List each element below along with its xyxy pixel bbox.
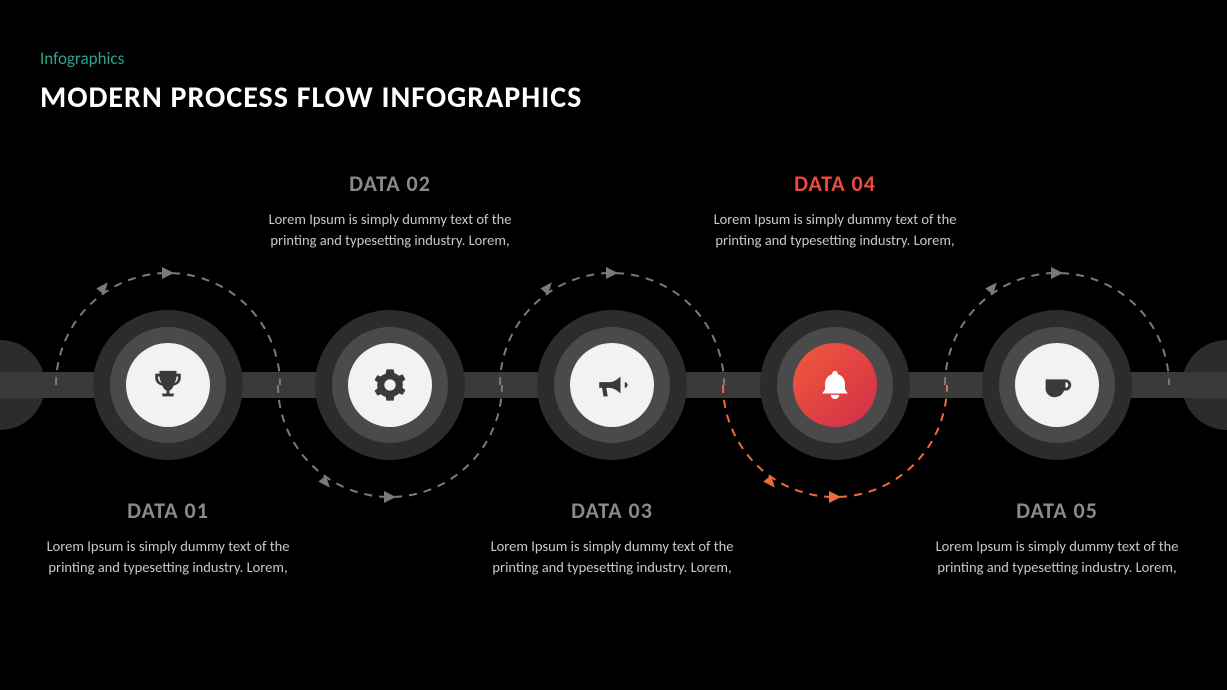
step-body: Lorem Ipsum is simply dummy text of the … (250, 209, 530, 251)
flow-node-inner (777, 327, 893, 443)
flow-node-inner (332, 327, 448, 443)
flow-node-core (1015, 343, 1099, 427)
step-label-05: DATA 05 Lorem Ipsum is simply dummy text … (917, 497, 1197, 578)
step-label-02: DATA 02 Lorem Ipsum is simply dummy text … (250, 170, 530, 251)
step-label-04: DATA 04 Lorem Ipsum is simply dummy text … (695, 170, 975, 251)
flow-node-03 (537, 310, 687, 460)
step-label-03: DATA 03 Lorem Ipsum is simply dummy text … (472, 497, 752, 578)
page-title: MODERN PROCESS FLOW INFOGRAPHICS (40, 79, 582, 116)
trophy-icon (151, 368, 185, 402)
step-body: Lorem Ipsum is simply dummy text of the … (28, 536, 308, 578)
step-body: Lorem Ipsum is simply dummy text of the … (917, 536, 1197, 578)
flow-node-core (348, 343, 432, 427)
flow-node-inner (999, 327, 1115, 443)
flow-node-inner (110, 327, 226, 443)
eyebrow: Infographics (40, 48, 582, 69)
step-title: DATA 03 (472, 497, 752, 524)
step-body: Lorem Ipsum is simply dummy text of the … (695, 209, 975, 251)
flow-node-core (793, 343, 877, 427)
step-title: DATA 01 (28, 497, 308, 524)
flow-node-core (126, 343, 210, 427)
bell-icon (818, 368, 852, 402)
header: Infographics MODERN PROCESS FLOW INFOGRA… (40, 48, 582, 116)
process-flow (0, 310, 1227, 460)
flow-node-inner (554, 327, 670, 443)
step-title: DATA 04 (695, 170, 975, 197)
step-title: DATA 02 (250, 170, 530, 197)
gear-icon (373, 368, 407, 402)
flow-node-04 (760, 310, 910, 460)
step-title: DATA 05 (917, 497, 1197, 524)
flow-node-05 (982, 310, 1132, 460)
cup-icon (1040, 368, 1074, 402)
step-label-01: DATA 01 Lorem Ipsum is simply dummy text … (28, 497, 308, 578)
step-body: Lorem Ipsum is simply dummy text of the … (472, 536, 752, 578)
flow-node-core (570, 343, 654, 427)
flow-node-02 (315, 310, 465, 460)
flow-node-01 (93, 310, 243, 460)
bullhorn-icon (595, 368, 629, 402)
